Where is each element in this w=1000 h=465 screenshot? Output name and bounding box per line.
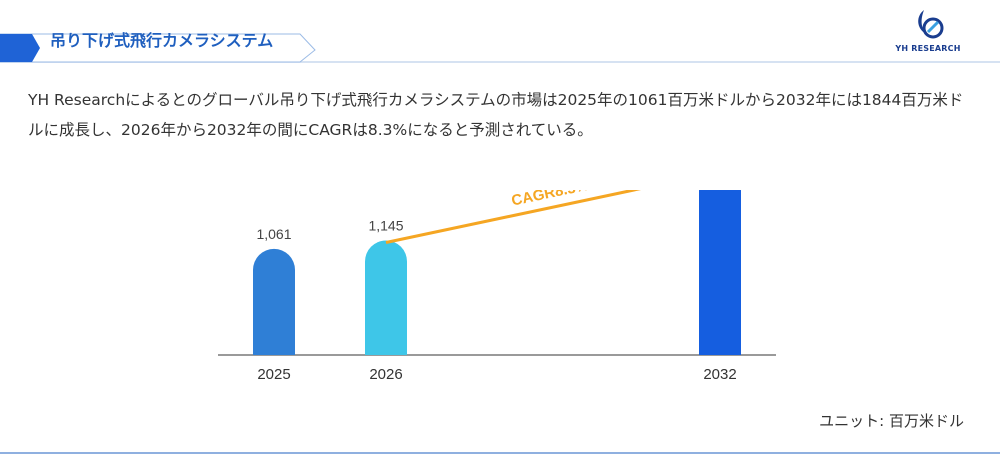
- value-label-2025: 1,061: [256, 226, 291, 242]
- x-tick-label-2032: 2032: [703, 366, 736, 383]
- market-description: YH Researchによるとのグローバル吊り下げ式飛行カメラシステムの市場は2…: [28, 91, 964, 139]
- footer-divider: [0, 452, 1000, 454]
- bar-2032: [699, 190, 741, 355]
- x-tick-label-2026: 2026: [369, 366, 402, 383]
- x-tick-label-2025: 2025: [257, 366, 290, 383]
- bar-2025: [253, 248, 295, 355]
- logo-text: YH RESEARCH: [895, 44, 961, 53]
- page-title: 吊り下げ式飛行カメラシステム: [50, 31, 274, 50]
- yh-research-logo: YH RESEARCH: [888, 6, 968, 54]
- bar-2026: [365, 240, 407, 355]
- unit-label: ユニット: 百万米ドル: [819, 412, 964, 430]
- logo-icon: [918, 10, 944, 39]
- value-label-2026: 1,145: [368, 218, 403, 234]
- cagr-arrow: [385, 190, 642, 244]
- header-bar: [0, 33, 1000, 63]
